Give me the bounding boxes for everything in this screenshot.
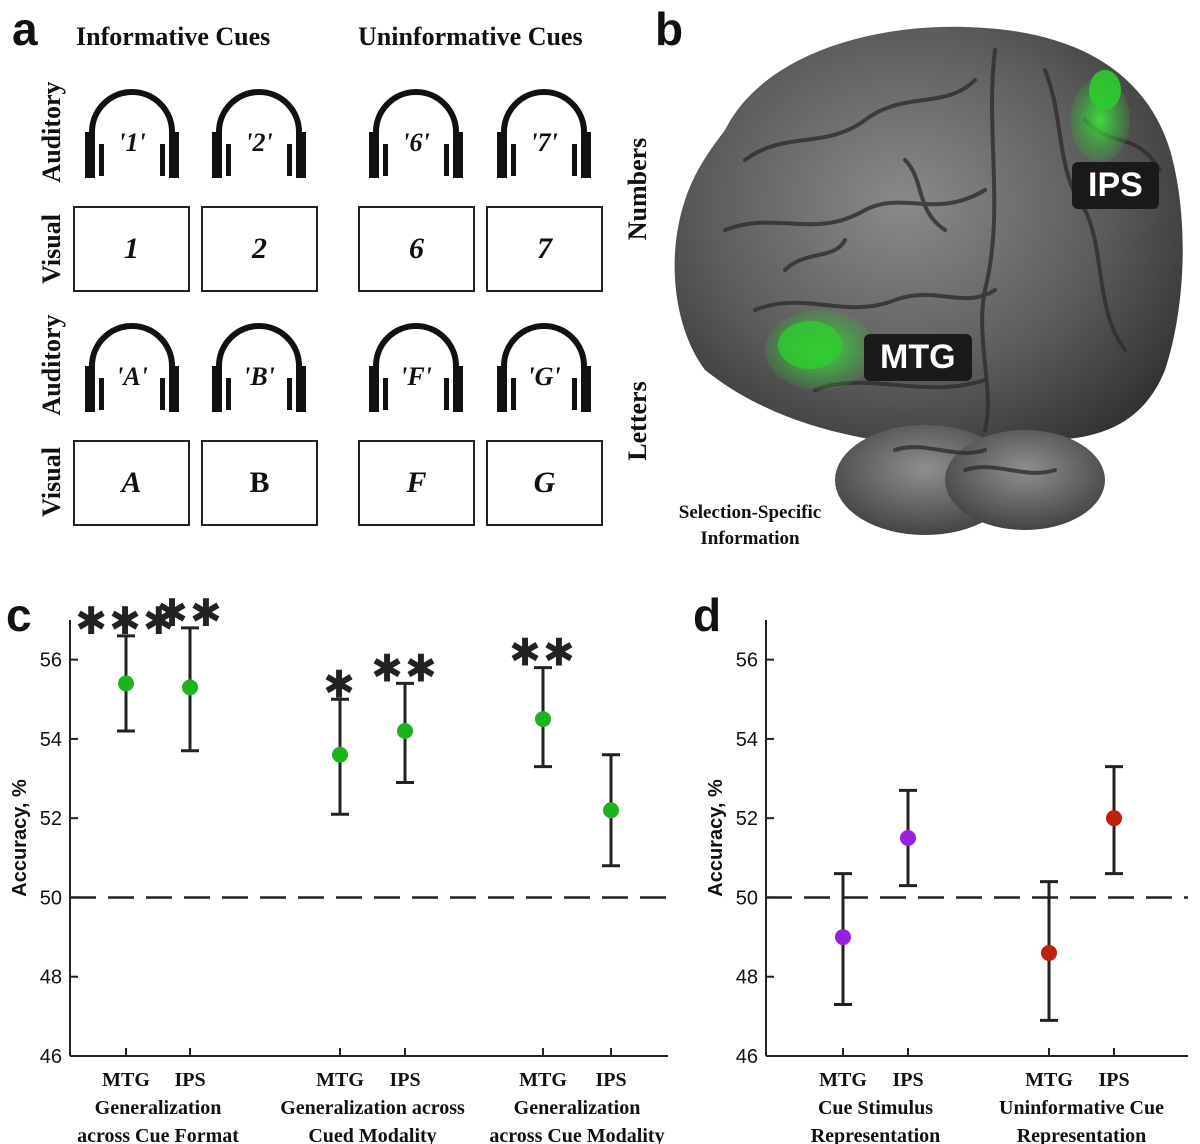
brain-render	[674, 26, 1183, 535]
visual-cue-box: B	[201, 440, 318, 526]
headphones-icon: 'G'	[494, 316, 594, 416]
data-point	[900, 830, 916, 846]
data-point	[182, 679, 198, 696]
significance-marker: ✱✱✱	[75, 601, 177, 643]
y-tick-label: 50	[40, 887, 62, 909]
headphones-icon: 'F'	[366, 316, 466, 416]
x-tick-label: IPS	[892, 1069, 923, 1091]
significance-marker: ✱✱	[509, 633, 577, 675]
y-tick-label: 46	[40, 1046, 62, 1068]
mtg-region-label: MTG	[864, 334, 972, 381]
group-label-line-2: Representation	[1017, 1125, 1147, 1144]
uninformative-cues-header: Uninformative Cues	[358, 22, 583, 51]
y-tick-label: 48	[736, 967, 758, 989]
data-point	[397, 722, 413, 739]
audio-cue-label: 'F'	[400, 362, 432, 391]
group-label-line-2: across Cue Modality	[489, 1125, 664, 1144]
x-tick-label: IPS	[1098, 1069, 1129, 1091]
audio-cue-label: '2'	[245, 128, 273, 157]
data-point	[835, 929, 851, 946]
visual-cue-box: G	[486, 440, 603, 526]
informative-cues-header: Informative Cues	[76, 22, 271, 51]
visual-cue-box: F	[358, 440, 475, 526]
x-tick-label: MTG	[316, 1069, 364, 1091]
visual-cue-box: 7	[486, 206, 603, 292]
audio-cue-label: 'B'	[243, 362, 275, 391]
significance-marker: ✱✱	[371, 648, 439, 690]
y-tick-label: 46	[736, 1046, 758, 1068]
group-label-line-1: Generalization	[514, 1097, 641, 1119]
group-label-line-1: Cue Stimulus	[818, 1097, 933, 1119]
selection-specific-caption: Selection-Specific Information	[650, 500, 850, 551]
x-tick-label: IPS	[389, 1069, 420, 1091]
headphones-icon: 'A'	[82, 316, 182, 416]
significance-marker: ✱✱	[156, 593, 224, 635]
significance-marker: ✱	[323, 664, 357, 706]
x-tick-label: IPS	[595, 1069, 626, 1091]
caption-line-1: Selection-Specific	[678, 502, 822, 523]
y-tick-label: 56	[736, 650, 758, 672]
data-point	[603, 802, 619, 819]
y-tick-label: 52	[40, 808, 62, 830]
data-point	[535, 711, 551, 728]
y-tick-label: 56	[40, 650, 62, 672]
caption-line-2: Information	[700, 527, 800, 549]
audio-cue-label: '6'	[402, 128, 430, 157]
panel-b-letter: b	[655, 3, 684, 55]
panel-c-letter: c	[6, 589, 32, 641]
row-label-auditory-letters: Auditory	[37, 314, 66, 416]
visual-cue-box: A	[73, 440, 190, 526]
visual-cue-box: 1	[73, 206, 190, 292]
data-point	[118, 675, 134, 692]
visual-cue-box: 2	[201, 206, 318, 292]
x-tick-label: MTG	[1025, 1069, 1073, 1091]
audio-cue-label: '7'	[530, 128, 558, 157]
headphones-icon: '2'	[209, 82, 309, 182]
y-tick-label: 50	[736, 887, 758, 909]
x-tick-label: MTG	[519, 1069, 567, 1091]
x-tick-label: IPS	[174, 1069, 205, 1091]
audio-cue-label: '1'	[118, 128, 146, 157]
panel-a-letter: a	[12, 3, 38, 55]
letters-side-label: Letters	[623, 381, 652, 461]
y-tick-label: 54	[40, 729, 62, 751]
group-label-line-2: Cued Modality	[308, 1125, 436, 1144]
audio-cue-label: 'G'	[527, 362, 561, 391]
x-tick-label: MTG	[819, 1069, 867, 1091]
group-label-line-1: Generalization	[95, 1097, 222, 1119]
headphones-icon: 'B'	[209, 316, 309, 416]
audio-cue-label: 'A'	[116, 362, 148, 391]
row-label-auditory-numbers: Auditory	[37, 81, 66, 183]
row-label-visual-numbers: Visual	[37, 214, 66, 284]
numbers-side-label: Numbers	[623, 137, 652, 241]
group-label-line-1: Generalization across	[280, 1097, 465, 1119]
headphones-icon: '1'	[82, 82, 182, 182]
y-axis-label: Accuracy, %	[9, 779, 31, 897]
x-tick-label: MTG	[102, 1069, 150, 1091]
data-point	[332, 746, 348, 763]
y-tick-label: 54	[736, 729, 758, 751]
group-label-line-2: across Cue Format	[77, 1125, 239, 1144]
ips-region-label: IPS	[1072, 162, 1159, 209]
data-point	[1041, 944, 1057, 961]
visual-cue-box: 6	[358, 206, 475, 292]
group-label-line-1: Uninformative Cue	[999, 1097, 1164, 1119]
y-tick-label: 48	[40, 967, 62, 989]
headphones-icon: '7'	[494, 82, 594, 182]
y-axis-label: Accuracy, %	[705, 779, 727, 897]
panel-d-letter: d	[693, 589, 722, 641]
group-label-line-2: Representation	[811, 1125, 941, 1144]
data-point	[1106, 810, 1122, 827]
y-tick-label: 52	[736, 808, 758, 830]
headphones-icon: '6'	[366, 82, 466, 182]
row-label-visual-letters: Visual	[37, 447, 66, 517]
chart-d: 46 48 50 52 54 56 Accuracy, % MTG IPS Cue Stimulu…	[705, 620, 1188, 1144]
